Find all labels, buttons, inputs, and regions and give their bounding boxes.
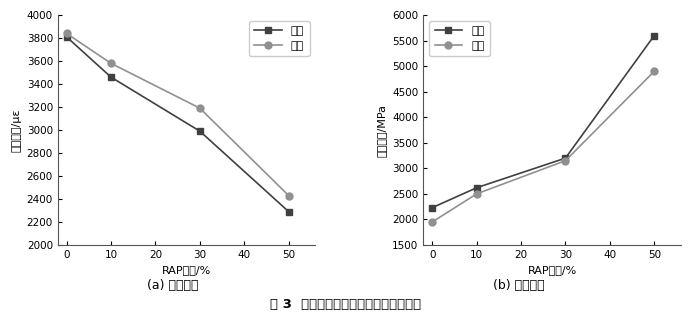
Line: 温拌: 温拌 xyxy=(63,30,292,199)
热拌 xyxy=(284,210,293,214)
Legend: 热拌, 温拌: 热拌, 温拌 xyxy=(248,21,310,56)
Text: (a) 弯拉应变: (a) 弯拉应变 xyxy=(147,279,199,292)
Text: (b) 劲度模量: (b) 劲度模量 xyxy=(493,279,545,292)
热拌 xyxy=(107,75,115,79)
X-axis label: RAP掺量/%: RAP掺量/% xyxy=(527,265,576,275)
温拌 xyxy=(650,69,658,73)
热拌 xyxy=(428,206,437,209)
热拌 xyxy=(62,35,71,39)
热拌 xyxy=(561,156,570,160)
Y-axis label: 弯拉应变/με: 弯拉应变/με xyxy=(11,108,21,152)
温拌 xyxy=(561,159,570,163)
Y-axis label: 劲度模量/MPa: 劲度模量/MPa xyxy=(376,104,387,156)
温拌 xyxy=(473,192,481,196)
热拌 xyxy=(196,129,204,133)
温拌 xyxy=(62,32,71,35)
温拌 xyxy=(107,62,115,65)
Text: 图 3  沥青混合料低温小棁弯曲试验结果: 图 3 沥青混合料低温小棁弯曲试验结果 xyxy=(271,298,421,311)
温拌 xyxy=(428,220,437,224)
Legend: 热拌, 温拌: 热拌, 温拌 xyxy=(429,21,490,56)
Line: 热拌: 热拌 xyxy=(63,34,292,215)
X-axis label: RAP掺量/%: RAP掺量/% xyxy=(162,265,211,275)
热拌 xyxy=(650,34,658,37)
温拌 xyxy=(284,194,293,198)
热拌 xyxy=(473,186,481,190)
Line: 温拌: 温拌 xyxy=(429,68,657,225)
温拌 xyxy=(196,106,204,110)
Line: 热拌: 热拌 xyxy=(429,32,657,211)
